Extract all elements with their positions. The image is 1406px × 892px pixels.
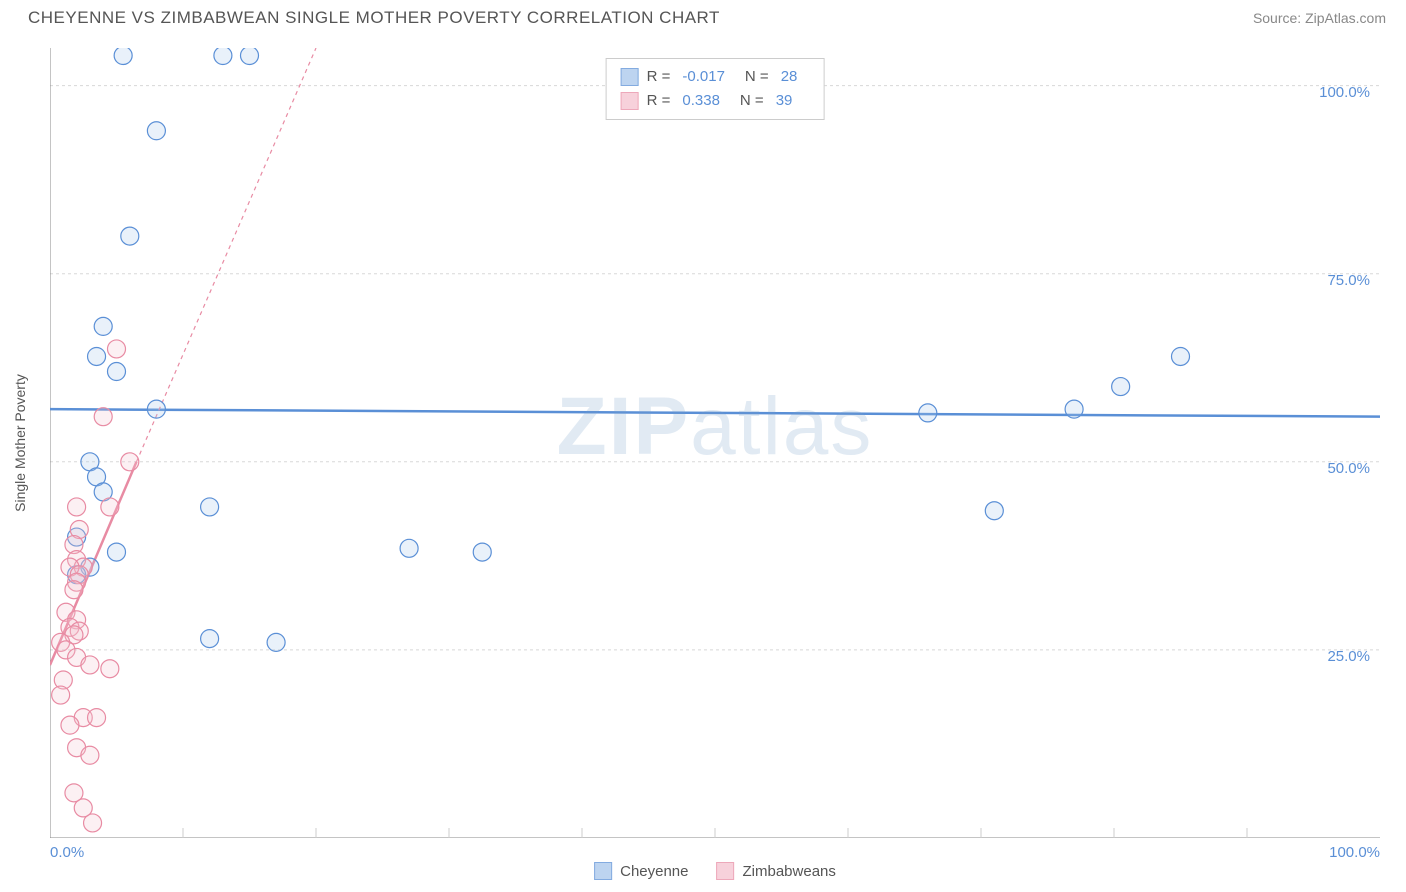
- y-axis-title: Single Mother Poverty: [12, 374, 28, 512]
- legend-label-cheyenne: Cheyenne: [620, 863, 688, 880]
- r-label: R =: [647, 89, 671, 113]
- source-name: ZipAtlas.com: [1305, 10, 1386, 26]
- r-value-zimbabweans: 0.338: [682, 89, 720, 113]
- scatter-plot: [50, 48, 1380, 838]
- chart-container: Single Mother Poverty ZIPatlas R = -0.01…: [50, 48, 1380, 838]
- chart-source: Source: ZipAtlas.com: [1253, 10, 1386, 26]
- n-label: N =: [740, 89, 764, 113]
- n-label: N =: [745, 65, 769, 89]
- legend-swatch-zimbabweans: [717, 862, 735, 880]
- legend-row-zimbabweans: R = 0.338 N = 39: [621, 89, 810, 113]
- legend-swatch-zimbabweans: [621, 92, 639, 110]
- legend-item-zimbabweans: Zimbabweans: [717, 862, 836, 880]
- chart-title: CHEYENNE VS ZIMBABWEAN SINGLE MOTHER POV…: [28, 8, 720, 28]
- y-tick-label: 25.0%: [1327, 648, 1370, 665]
- series-legend: Cheyenne Zimbabweans: [594, 862, 836, 880]
- y-tick-label: 75.0%: [1327, 272, 1370, 289]
- r-value-cheyenne: -0.017: [682, 65, 725, 89]
- legend-swatch-cheyenne: [621, 68, 639, 86]
- legend-row-cheyenne: R = -0.017 N = 28: [621, 65, 810, 89]
- legend-label-zimbabweans: Zimbabweans: [743, 863, 836, 880]
- y-tick-label: 100.0%: [1319, 84, 1370, 101]
- r-label: R =: [647, 65, 671, 89]
- legend-swatch-cheyenne: [594, 862, 612, 880]
- legend-item-cheyenne: Cheyenne: [594, 862, 688, 880]
- x-tick-label: 100.0%: [1329, 844, 1380, 861]
- chart-header: CHEYENNE VS ZIMBABWEAN SINGLE MOTHER POV…: [0, 0, 1406, 32]
- correlation-legend: R = -0.017 N = 28 R = 0.338 N = 39: [606, 58, 825, 120]
- n-value-zimbabweans: 39: [776, 89, 793, 113]
- x-tick-label: 0.0%: [50, 844, 84, 861]
- source-prefix: Source:: [1253, 10, 1305, 26]
- n-value-cheyenne: 28: [781, 65, 798, 89]
- y-tick-label: 50.0%: [1327, 460, 1370, 477]
